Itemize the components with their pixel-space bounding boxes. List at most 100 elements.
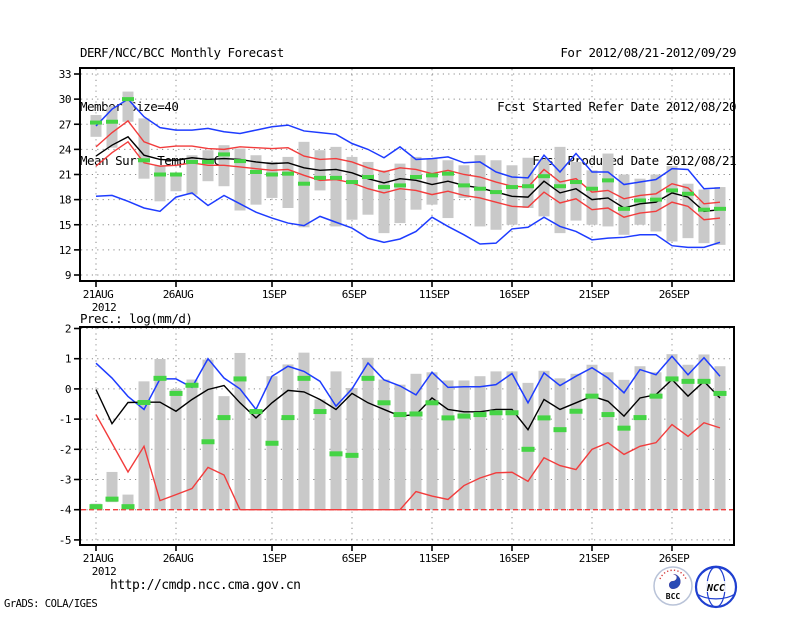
observation-dash [90,120,102,125]
observation-dash [186,159,198,164]
x-tick-label: 16SEP [499,288,530,301]
observation-dash [169,390,183,396]
y-tick-label: 30 [59,93,71,106]
ensemble-bar [442,380,454,510]
x-tick-label: 1SEP [262,288,287,301]
ensemble-bar [666,166,678,242]
y-tick-label: -4 [59,504,72,517]
ensemble-bar [458,165,470,198]
observation-dash [666,188,678,193]
ensemble-bar [330,146,342,227]
observation-dash [457,413,471,419]
y-tick-label: -2 [59,443,71,456]
ensemble-bar [346,387,358,510]
ensemble-bar [234,148,246,211]
observation-dash [713,390,727,396]
produced-date-label: Fcst Produced Date 2012/08/21 [532,153,736,168]
ensemble-bar [682,183,694,239]
ensemble-bar [410,156,422,210]
ensemble-bar [282,364,294,510]
x-tick-label: 26SEP [659,288,690,301]
x-tick-label: 21SEP [579,288,610,301]
observation-dash [377,400,391,406]
observation-dash [201,439,215,445]
observation-dash [554,184,566,189]
ensemble-bar [314,399,326,510]
observation-dash [266,172,278,177]
observation-dash [170,172,182,177]
observation-dash [249,409,263,415]
ensemble-bar [666,354,678,510]
observation-dash [474,186,486,191]
observation-dash [281,415,295,421]
observation-dash [442,171,454,176]
observation-dash [106,119,118,124]
observation-dash [505,410,519,416]
observation-dash [154,172,166,177]
x-tick-label: 16SEP [499,552,530,565]
observation-dash [393,412,407,418]
observation-dash [122,97,134,102]
observation-dash [569,408,583,414]
x-tick-label: 21SEP [579,552,610,565]
observation-dash [473,412,487,418]
blue_lower-line [95,192,721,249]
observation-dash [570,180,582,185]
observation-dash [521,446,535,452]
observation-dash [202,159,214,164]
ensemble-bar [250,409,262,510]
red_lower-line [95,140,721,221]
x-tick-label: 26AUG [163,552,194,565]
ensemble-bar [218,396,230,510]
source-url-text: http://cmdp.ncc.cma.gov.cn [110,578,301,593]
x-tick-label: 6SEP [342,552,367,565]
observation-dash [634,198,646,203]
ensemble-bar [410,373,422,510]
y-tick-label: -3 [59,474,71,487]
ensemble-bar [490,371,502,510]
observation-dash [585,393,599,399]
x-tick-year: 2012 [92,565,117,578]
black_mean-line [95,135,721,213]
ensemble-bar [490,160,502,230]
ensemble-bar [586,170,598,225]
observation-dash [138,158,150,163]
ensemble-bar [506,371,518,510]
observation-dash [650,197,662,202]
y-tick-label: 0 [65,383,71,396]
ensemble-bar [506,165,518,225]
ensemble-bar [618,174,630,235]
observation-dash [458,183,470,188]
ensemble-bar [634,366,646,510]
observation-dash [617,425,631,431]
ensemble-bar [714,366,726,510]
chart-title: DERF/NCC/BCC Monthly Forecast [80,45,284,60]
x-tick-label: 6SEP [342,288,367,301]
observation-dash [633,415,647,421]
ensemble-bar [378,379,390,510]
observation-dash [105,496,119,502]
x-tick-label: 1SEP [262,552,287,565]
ensemble-bar [138,118,150,179]
plot-frame [79,326,735,546]
refer-date-label: Fcst Started Refer Date 2012/08/20 [497,99,736,114]
ensemble-bar [698,189,710,244]
x-tick-label: 21AUG [83,552,114,565]
observation-marks [90,97,726,212]
x-tick-year: 2012 [92,301,117,314]
x-tick-label: 11SEP [419,288,450,301]
y-tick-label: 15 [59,219,71,232]
observation-dash [506,185,518,190]
observation-dash [89,504,103,510]
observation-dash [361,375,375,381]
ensemble-bar [650,372,662,510]
ensemble-bar [394,384,406,510]
ensemble-bar [458,380,470,510]
blue_upper-line [95,355,721,411]
ensemble-bar [170,388,182,510]
